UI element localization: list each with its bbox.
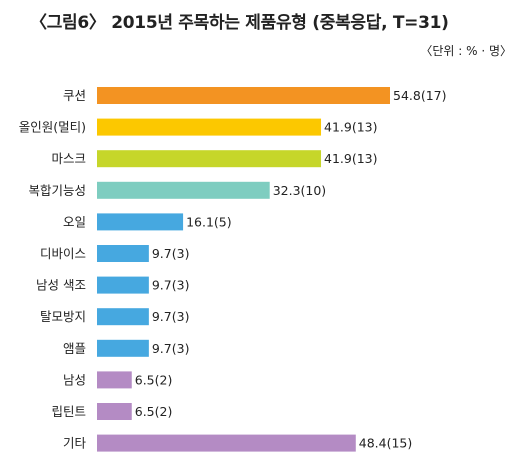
value-label: 9.7(3) [152, 341, 190, 356]
value-label: 9.7(3) [152, 246, 190, 261]
value-label: 41.9(13) [324, 120, 378, 135]
value-label: 48.4(15) [359, 436, 413, 451]
category-label: 남성 [63, 372, 86, 387]
bar [97, 371, 132, 389]
bar [97, 403, 132, 420]
chart-title: 〈그림6〉 2015년 주목하는 제품유형 (중복응답, T=31) [30, 13, 449, 33]
bar [97, 276, 149, 294]
bar [97, 118, 322, 136]
category-label: 디바이스 [40, 246, 86, 261]
category-label: 립틴트 [51, 404, 86, 419]
category-label: 앰플 [63, 341, 86, 356]
value-label: 6.5(2) [135, 372, 173, 387]
bar [97, 150, 322, 168]
value-label: 9.7(3) [152, 309, 190, 324]
value-label: 54.8(17) [393, 88, 447, 103]
category-label: 복합기능성 [28, 183, 86, 198]
category-label: 기타 [63, 436, 87, 451]
category-label: 탈모방지 [40, 309, 86, 324]
bar [97, 434, 356, 452]
category-label: 올인원(멀티) [19, 120, 86, 135]
value-label: 9.7(3) [152, 278, 190, 293]
bar [97, 87, 390, 104]
category-label: 남성 색조 [36, 278, 86, 293]
bar [97, 339, 149, 357]
value-label: 16.1(5) [186, 214, 232, 229]
category-label: 오일 [63, 214, 86, 229]
category-label: 쿠션 [63, 88, 86, 103]
bar [97, 181, 270, 199]
bar [97, 245, 149, 262]
bar [97, 213, 184, 231]
value-label: 32.3(10) [273, 183, 327, 198]
value-label: 41.9(13) [324, 151, 378, 166]
unit-label: 〈단위 : % · 명〉 [420, 44, 512, 58]
bar [97, 308, 149, 326]
category-label: 마스크 [51, 151, 86, 166]
value-label: 6.5(2) [135, 404, 173, 419]
